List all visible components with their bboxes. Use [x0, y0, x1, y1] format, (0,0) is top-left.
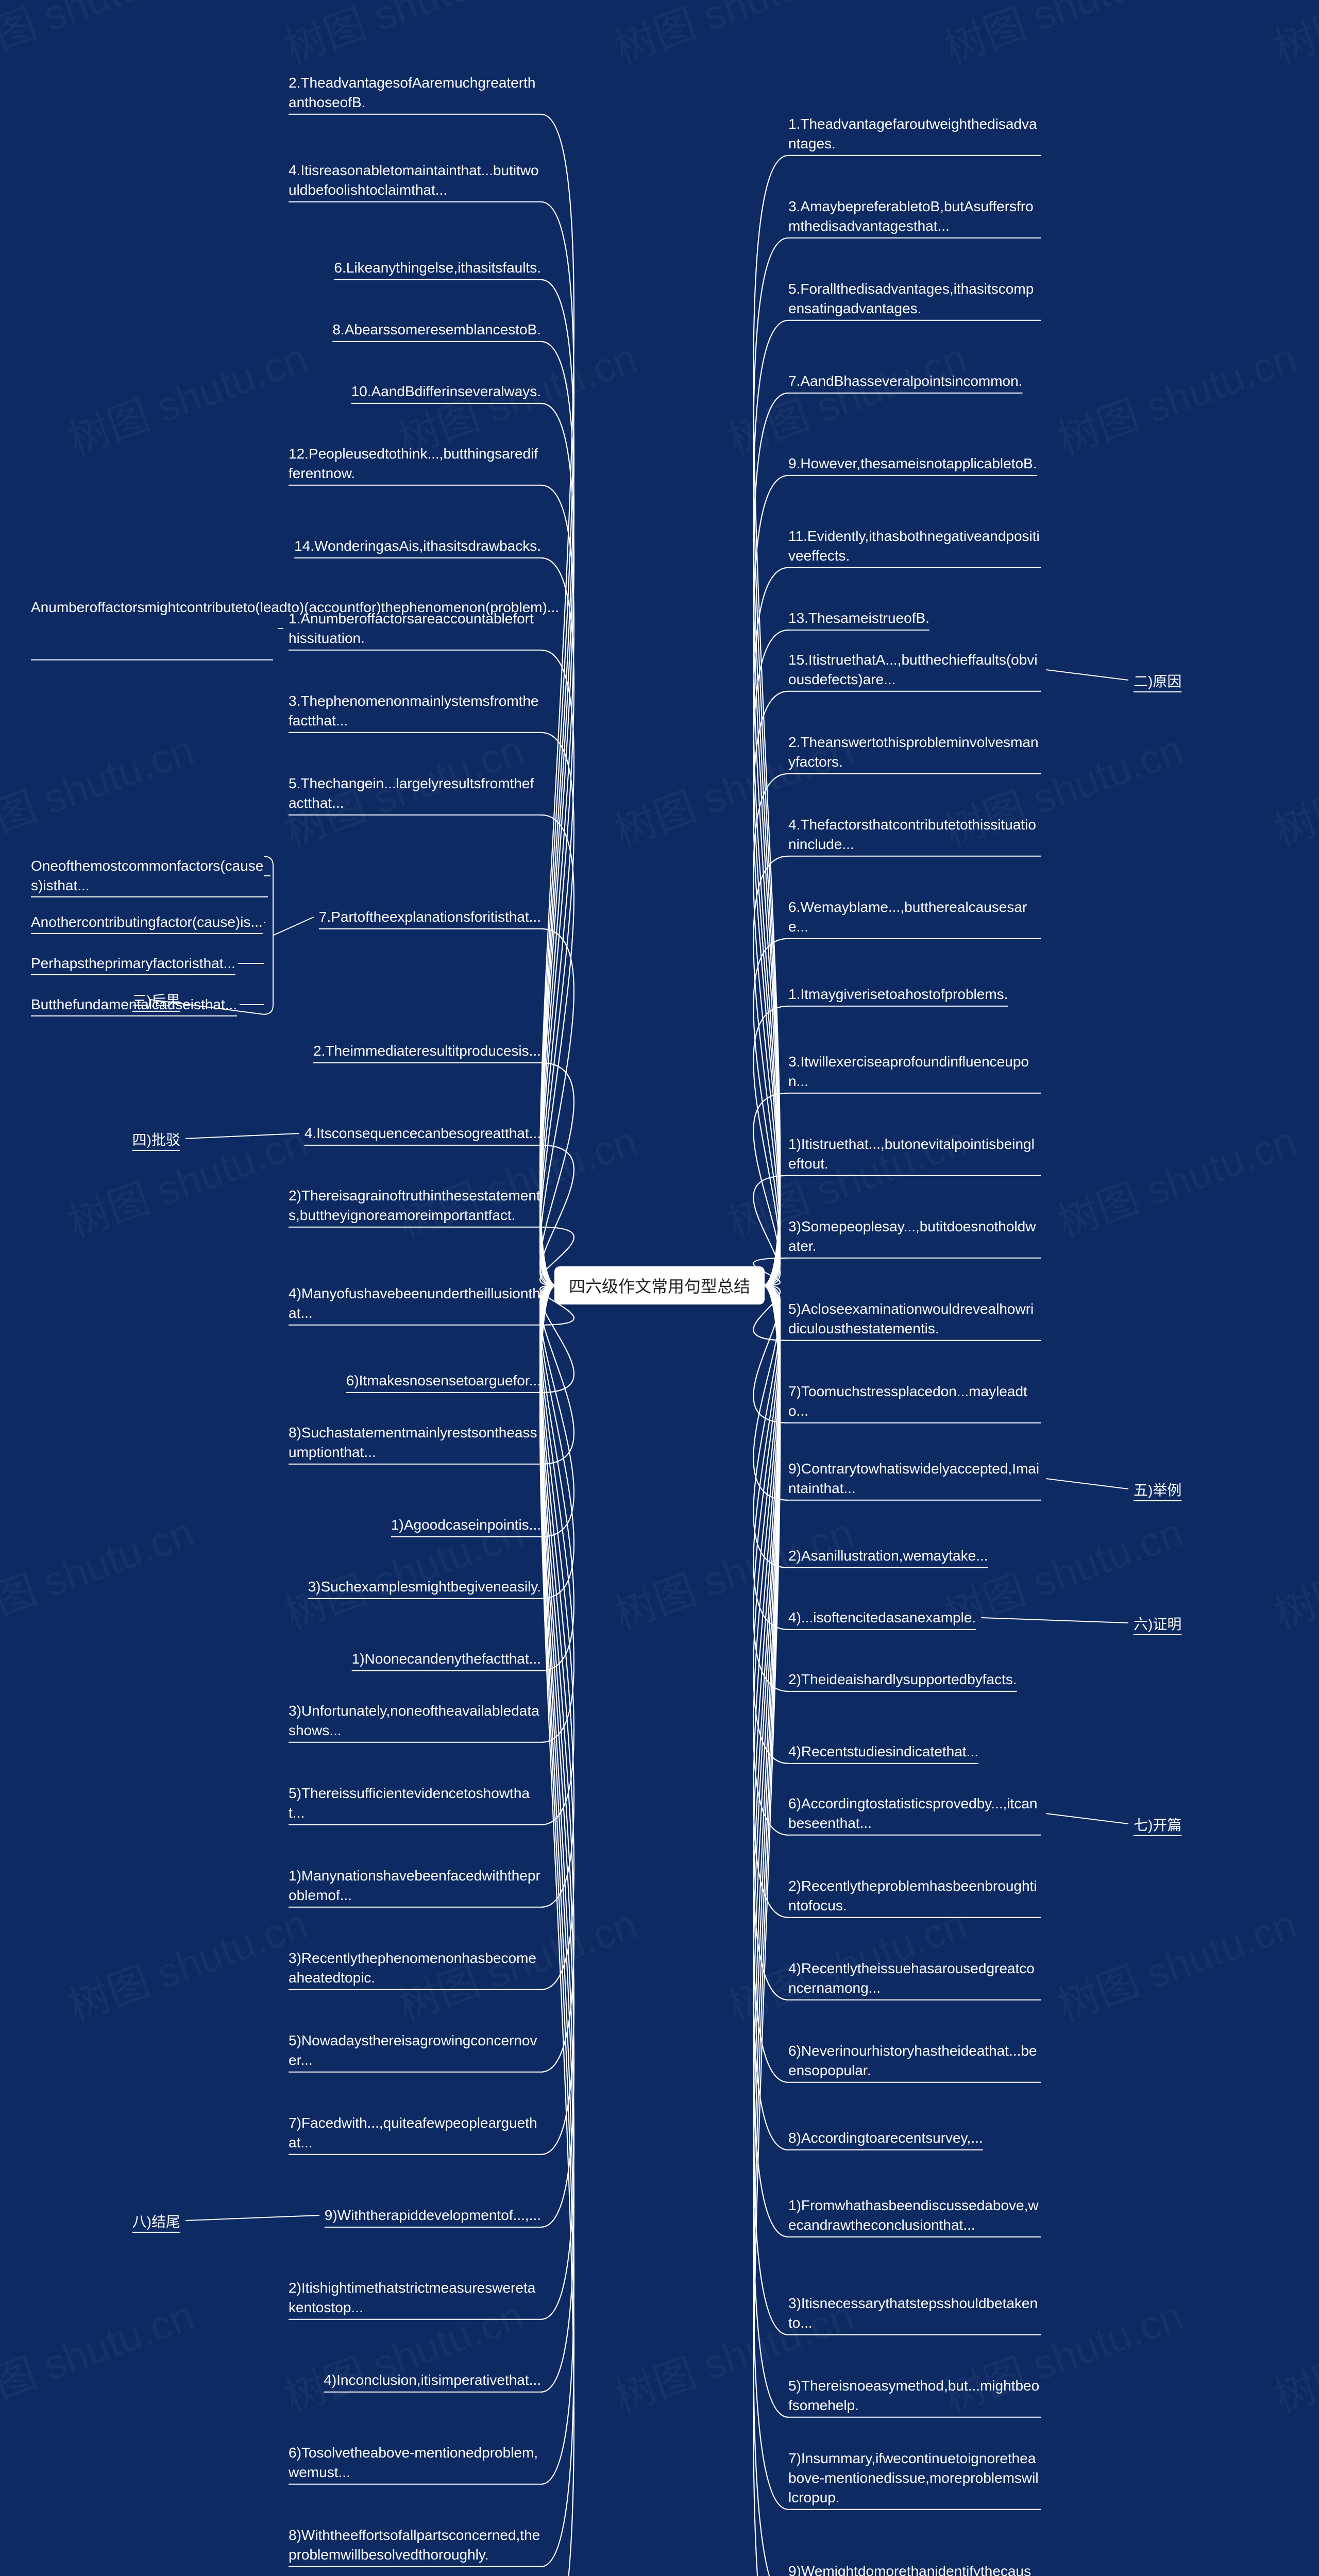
- center-node: 四六级作文常用句型总结: [554, 1266, 765, 1304]
- leaf-node: 5.Thechangein...largelyresultsfromthefac…: [289, 774, 541, 813]
- leaf-node: 6)Itmakesnosensetoarguefor...: [346, 1371, 541, 1391]
- bracket-item: Oneofthemostcommonfactors(causes)isthat.…: [31, 856, 268, 895]
- category-label: 八)结尾: [132, 2211, 180, 2231]
- leaf-node: 1)Manynationshavebeenfacedwiththeproblem…: [289, 1866, 541, 1905]
- bracket-item: Butthefundamentalcauseisthat...: [31, 995, 237, 1014]
- leaf-node: 9)Withtherapiddevelopmentof...,...: [325, 2206, 541, 2225]
- leaf-node: 7)Insummary,ifwecontinuetoignoretheabove…: [788, 2449, 1041, 2507]
- leaf-node: 9)Contrarytowhatiswidelyaccepted,Imainta…: [788, 1459, 1041, 1498]
- leaf-node: 2.TheadvantagesofAaremuchgreaterthanthos…: [289, 73, 541, 112]
- watermark: 树图 shutu.cn: [0, 0, 201, 75]
- category-label: 七)开篇: [1134, 1814, 1181, 1835]
- leaf-node: 2)Itishightimethatstrictmeasuresweretake…: [289, 2278, 541, 2317]
- watermark: 树图 shutu.cn: [719, 325, 974, 467]
- leaf-node: 12.Peopleusedtothink...,butthingsarediff…: [289, 444, 541, 483]
- leaf-node: 3.Thephenomenonmainlystemsfromthefacttha…: [289, 691, 541, 731]
- leaf-node: 3)Itisnecessarythatstepsshouldbetakento.…: [788, 2294, 1041, 2333]
- leaf-node: 14.WonderingasAis,ithasitsdrawbacks.: [294, 536, 541, 556]
- category-label: 六)证明: [1134, 1613, 1181, 1634]
- category-label: 五)举例: [1134, 1479, 1181, 1500]
- watermark: 树图 shutu.cn: [1049, 325, 1304, 467]
- leaf-node: 7.Partoftheexplanationsforitisthat...: [319, 907, 541, 927]
- watermark: 树图 shutu.cn: [0, 717, 201, 858]
- watermark: 树图 shutu.cn: [935, 0, 1190, 75]
- leaf-node: 1)Noonecandenythefactthat...: [352, 1649, 541, 1669]
- watermark: 树图 shutu.cn: [0, 1500, 201, 1641]
- leaf-node: 3.Itwillexerciseaprofoundinfluenceupon..…: [788, 1052, 1041, 1091]
- leaf-node: 2)Thereisagrainoftruthinthesestatements,…: [289, 1186, 541, 1225]
- watermark: 树图 shutu.cn: [1049, 1108, 1304, 1250]
- leaf-node: 13.ThesameistrueofB.: [788, 608, 929, 628]
- watermark: 树图 shutu.cn: [59, 1891, 314, 2033]
- leaf-node: 1.Theadvantagefaroutweighthedisadvantage…: [788, 114, 1041, 154]
- leaf-node: 15.ItistruethatA...,butthechieffaults(ob…: [788, 650, 1041, 689]
- leaf-node: 11.Evidently,ithasbothnegativeandpositiv…: [788, 527, 1041, 566]
- watermark: 树图 shutu.cn: [1049, 1891, 1304, 2033]
- bracket-item: Perhapstheprimaryfactoristhat...: [31, 954, 235, 973]
- leaf-node: 4.Itisreasonabletomaintainthat...butitwo…: [289, 161, 541, 200]
- leaf-node: 5)Acloseexaminationwouldrevealhowridicul…: [788, 1299, 1041, 1338]
- leaf-node: 8.AbearssomeresemblancestoB.: [332, 320, 541, 340]
- category-label: 二)原因: [1134, 670, 1181, 691]
- leaf-node: 5.Forallthedisadvantages,ithasitscompens…: [788, 279, 1041, 318]
- leaf-node: 4)Manyofushavebeenundertheillusionthat..…: [289, 1284, 541, 1323]
- leaf-node: 1)Itistruethat...,butonevitalpointisbein…: [788, 1134, 1041, 1174]
- leaf-node: 10.AandBdifferinseveralways.: [351, 382, 541, 401]
- leaf-node: 9)Wemightdomorethanidentifythecause;itis…: [788, 2562, 1041, 2576]
- leaf-node: 4.Thefactorsthatcontributetothissituatio…: [788, 815, 1041, 854]
- leaf-node: 8)Accordingtoarecentsurvey,...: [788, 2128, 983, 2148]
- leaf-node: 3)Recentlythephenomenonhasbecomeaheatedt…: [289, 1948, 541, 1988]
- bracket-item: Anothercontributingfactor(cause)is...: [31, 912, 263, 932]
- leaf-node: 2.Theimmediateresultitproducesis...: [313, 1041, 541, 1061]
- leaf-node: 5)Thereissufficientevidencetoshowthat...: [289, 1784, 541, 1823]
- leaf-node: 1)Fromwhathasbeendiscussedabove,wecandra…: [788, 2196, 1041, 2235]
- leaf-node: 4.Itsconsequencecanbesogreatthat...: [305, 1124, 541, 1143]
- leaf-node: 6.Wemayblame...,buttherealcausesare...: [788, 897, 1041, 937]
- leaf-node: 9.However,thesameisnotapplicabletoB.: [788, 454, 1037, 473]
- leaf-node: 6)Neverinourhistoryhastheideathat...been…: [788, 2041, 1041, 2080]
- leaf-node: 2)Recentlytheproblemhasbeenbroughtintofo…: [788, 1876, 1041, 1916]
- leaf-node: 5)Nowadaysthereisagrowingconcernover...: [289, 2031, 541, 2070]
- leaf-node: 8)Withtheeffortsofallpartsconcerned,thep…: [289, 2526, 541, 2565]
- leaf-node: 6)Accordingtostatisticsprovedby...,itcan…: [788, 1794, 1041, 1833]
- watermark: 树图 shutu.cn: [59, 1108, 314, 1250]
- watermark: 树图 shutu.cn: [1265, 1500, 1319, 1641]
- leaf-node: 4)Recentlytheissuehasarousedgreatconcern…: [788, 1959, 1041, 1998]
- leaf-node: 6.Likeanythingelse,ithasitsfaults.: [334, 258, 541, 278]
- watermark: 树图 shutu.cn: [1265, 717, 1319, 858]
- leaf-node: 3)Suchexamplesmightbegiveneasily.: [308, 1577, 541, 1597]
- watermark: 树图 shutu.cn: [276, 0, 531, 75]
- category-label: Anumberoffactorsmightcontributeto(leadto…: [31, 599, 273, 616]
- watermark: 树图 shutu.cn: [1265, 2283, 1319, 2425]
- leaf-node: 2)Asanillustration,wemaytake...: [788, 1546, 988, 1566]
- watermark: 树图 shutu.cn: [0, 2283, 201, 2425]
- leaf-node: 7)Toomuchstressplacedon...mayleadto...: [788, 1382, 1041, 1421]
- leaf-node: 3)Somepeoplesay...,butitdoesnotholdwater…: [788, 1217, 1041, 1256]
- leaf-node: 8)Suchastatementmainlyrestsontheassumpti…: [289, 1423, 541, 1462]
- leaf-node: 1)Agoodcaseinpointis...: [391, 1515, 541, 1535]
- watermark: 树图 shutu.cn: [59, 325, 314, 467]
- leaf-node: 6)Tosolvetheabove-mentionedproblem,wemus…: [289, 2443, 541, 2482]
- leaf-node: 2)Theideaishardlysupportedbyfacts.: [788, 1670, 1017, 1689]
- leaf-node: 5)Thereisnoeasymethod,but...mightbeofsom…: [788, 2376, 1041, 2415]
- leaf-node: 3)Unfortunately,noneoftheavailabledatash…: [289, 1701, 541, 1740]
- leaf-node: 7.AandBhasseveralpointsincommon.: [788, 371, 1022, 391]
- leaf-node: 2.Theanswertothisprobleminvolvesmanyfact…: [788, 733, 1041, 772]
- category-label: 四)批驳: [132, 1129, 180, 1149]
- leaf-node: 4)Recentstudiesindicatethat...: [788, 1742, 978, 1761]
- watermark: 树图 shutu.cn: [1265, 0, 1319, 75]
- leaf-node: 7)Facedwith...,quiteafewpeoplearguethat.…: [289, 2113, 541, 2153]
- leaf-node: 3.AmaybepreferabletoB,butAsuffersfromthe…: [788, 197, 1041, 236]
- watermark: 树图 shutu.cn: [605, 0, 860, 75]
- leaf-node: 1.Itmaygiverisetoahostofproblems.: [788, 985, 1008, 1004]
- leaf-node: 4)...isoftencitedasanexample.: [788, 1608, 976, 1628]
- leaf-node: 4)Inconclusion,itisimperativethat...: [324, 2370, 541, 2390]
